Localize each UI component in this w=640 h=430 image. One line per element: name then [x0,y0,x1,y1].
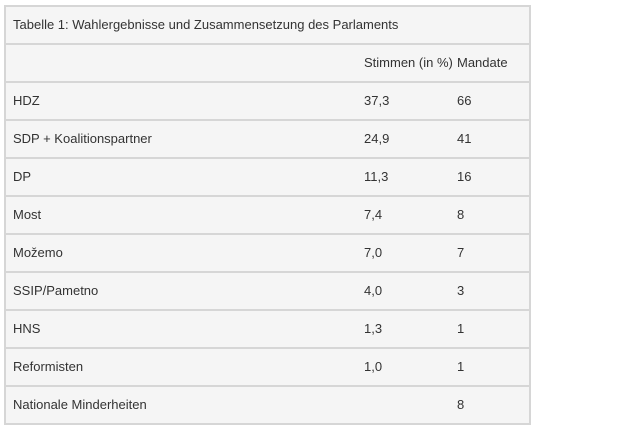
table-cell: 7 [457,245,465,260]
table-row: Reformisten 1,0 1 [6,347,529,385]
table-cell: 1,3 [364,321,383,336]
header-cell: Mandate [457,55,508,70]
table-cell: Reformisten [13,359,84,374]
table-row: Most 7,4 8 [6,195,529,233]
table-cell: 41 [457,131,472,146]
table-row: Možemo 7,0 7 [6,233,529,271]
table-cell: Most [13,207,42,222]
table-cell: 1,0 [364,359,383,374]
table-cell: 8 [457,207,465,222]
table-cell: SDP + Koalitionspartner [13,131,152,146]
table-cell: SSIP/Pametno [13,283,99,298]
table-cell: Nationale Minderheiten [13,397,147,412]
table-cell: 24,9 [364,131,390,146]
table-cell: HDZ [13,93,40,108]
table-cell: 1 [457,321,465,336]
table-cell: DP [13,169,32,184]
table-cell: 7,0 [364,245,383,260]
table-cell: 8 [457,397,465,412]
table-cell: 4,0 [364,283,383,298]
caption-row: Tabelle 1: Wahlergebnisse und Zusammense… [6,7,529,43]
header-cell: Stimmen (in %) [364,55,453,70]
table-cell: 16 [457,169,472,184]
header-row: Stimmen (in %) Mandate [6,43,529,81]
table-row: SSIP/Pametno 4,0 3 [6,271,529,309]
table-cell: 11,3 [364,169,389,184]
table-cell: 3 [457,283,465,298]
table-cell: 1 [457,359,465,374]
table-row: DP 11,3 16 [6,157,529,195]
table-row: Nationale Minderheiten 8 [6,385,529,423]
table-caption: Tabelle 1: Wahlergebnisse und Zusammense… [13,17,399,32]
table-row: HNS 1,3 1 [6,309,529,347]
table-cell: HNS [13,321,41,336]
table-cell: 7,4 [364,207,383,222]
table-cell: Možemo [13,245,63,260]
results-table: Tabelle 1: Wahlergebnisse und Zusammense… [4,5,531,425]
table-row: HDZ 37,3 66 [6,81,529,119]
table-cell: 37,3 [364,93,390,108]
table-row: SDP + Koalitionspartner 24,9 41 [6,119,529,157]
table-cell: 66 [457,93,472,108]
